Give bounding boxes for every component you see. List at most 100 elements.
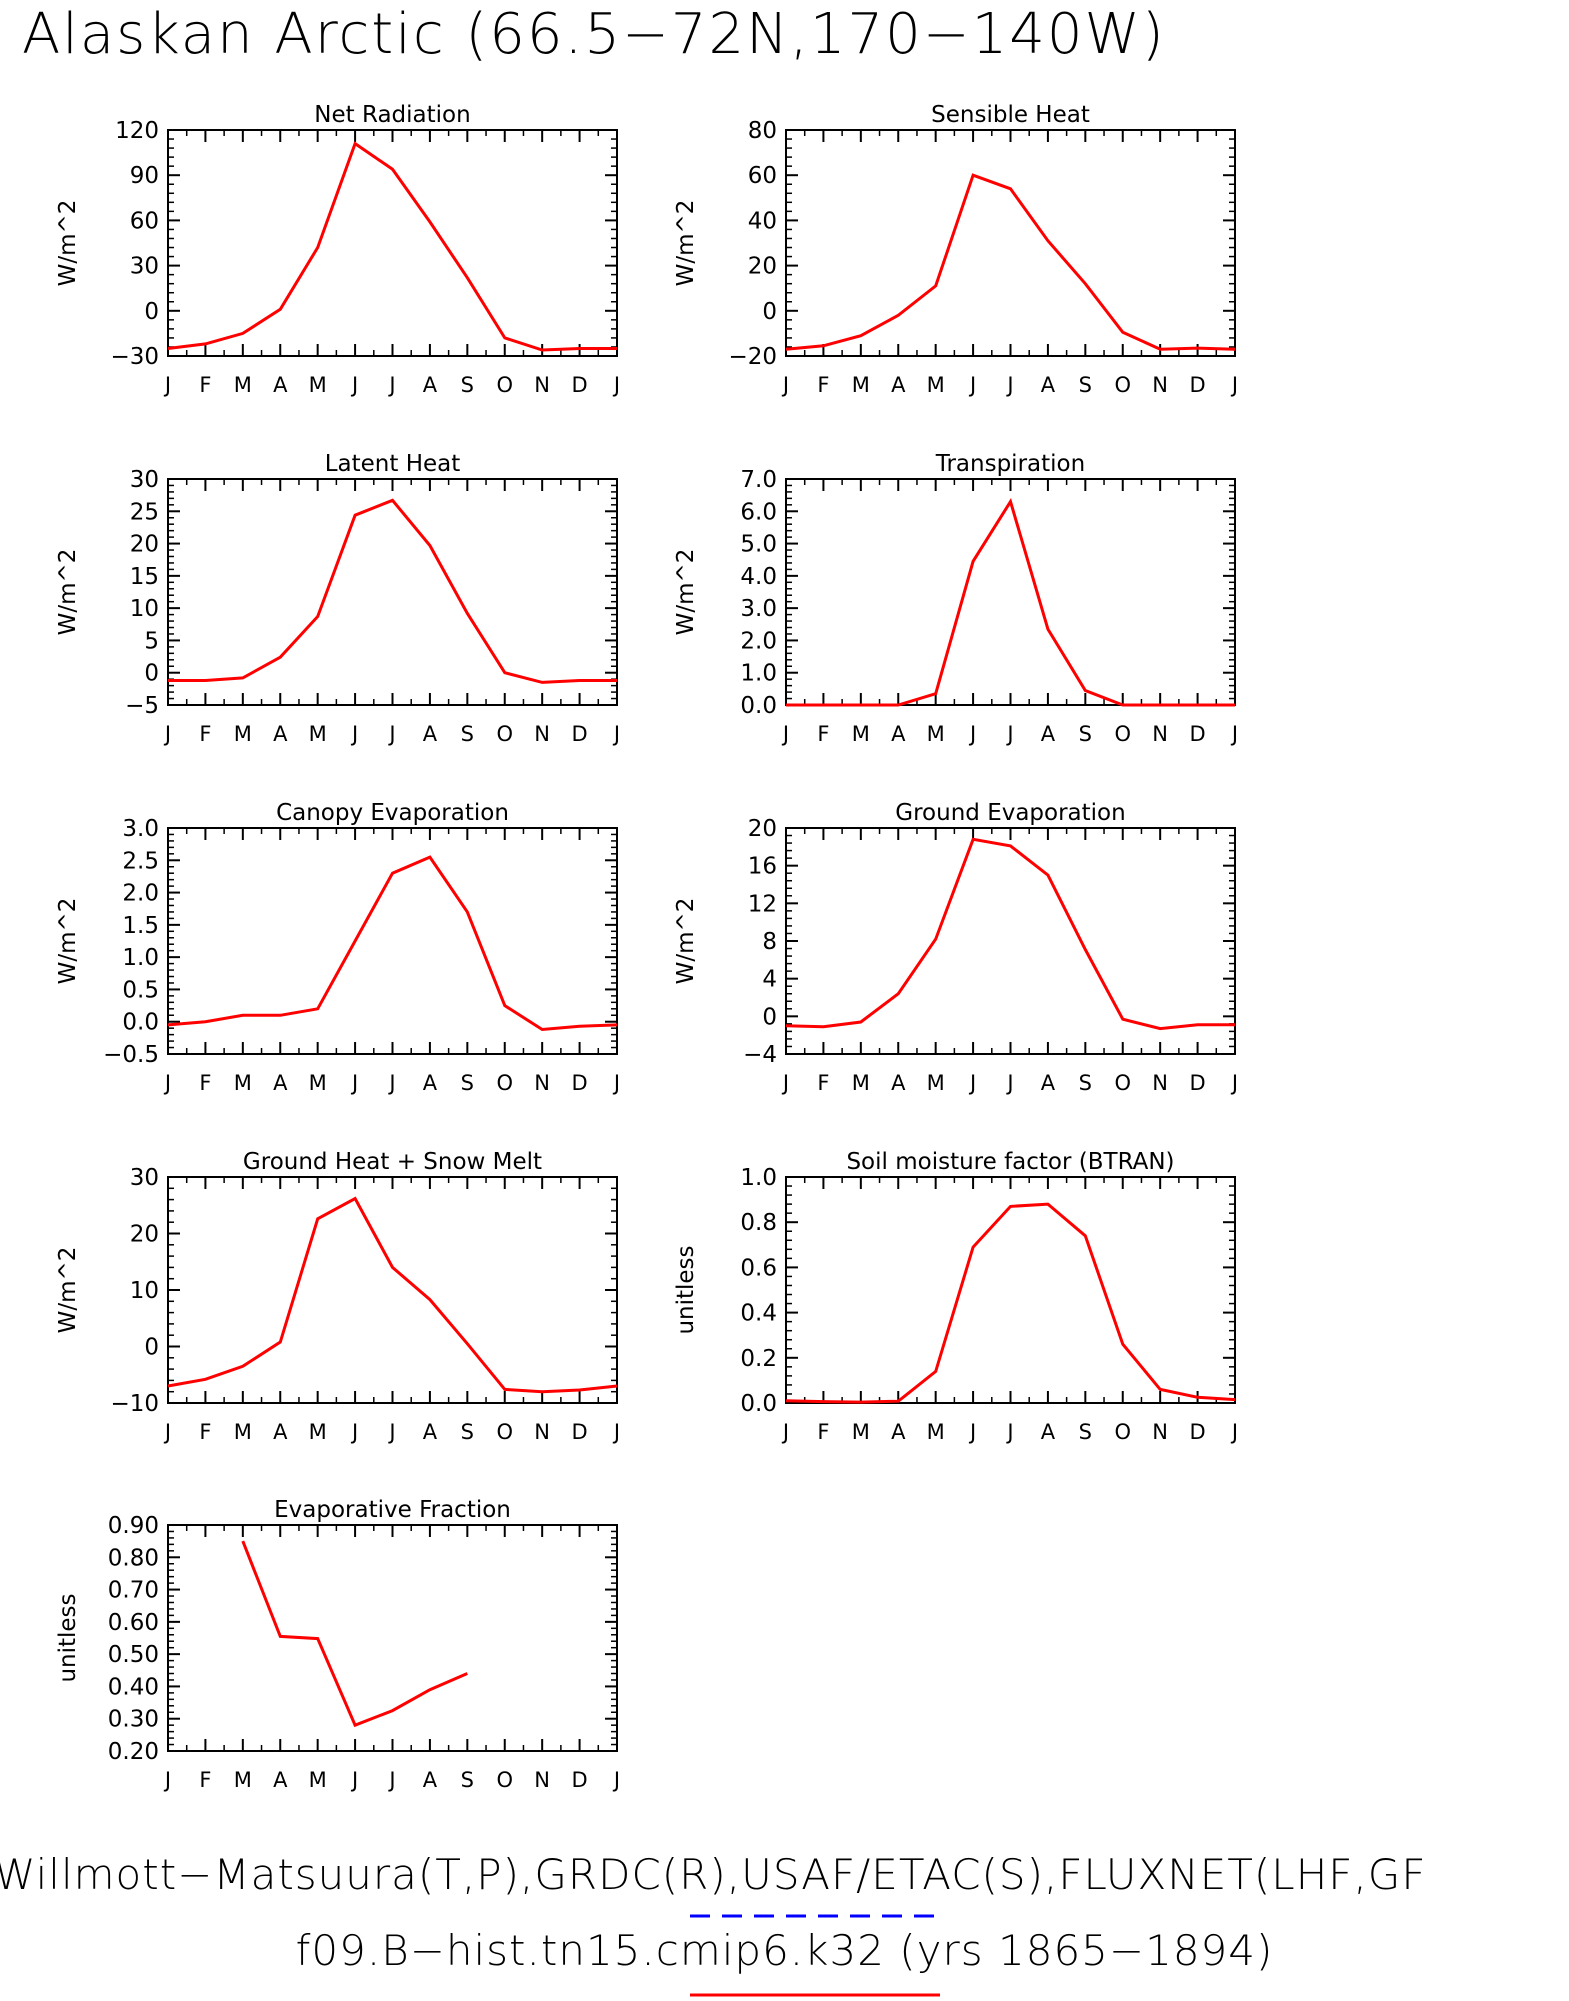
x-tick-label: J <box>612 1768 620 1792</box>
x-tick-label: S <box>1079 1420 1092 1444</box>
y-axis-label: W/m^2 <box>55 1247 81 1334</box>
x-tick-label: F <box>817 373 829 397</box>
series-line <box>241 1540 468 1728</box>
panel-evaporative-fraction: J F M A M J J A S O N D J0.200.300.400.500.600.700.8… <box>55 1497 620 1792</box>
x-tick-label: M <box>927 373 945 397</box>
plot-frame <box>167 827 618 1055</box>
y-axis-label: W/m^2 <box>673 200 699 287</box>
y-tick-label: −5 <box>125 693 159 719</box>
y-tick-label: 0.0 <box>122 1010 159 1036</box>
x-tick-label: N <box>534 373 550 397</box>
x-tick-label: M <box>234 1768 252 1792</box>
x-tick-label: A <box>273 1768 288 1792</box>
x-tick-label: J <box>387 1420 395 1444</box>
x-tick-label: J <box>1005 1071 1013 1095</box>
y-tick-label: 80 <box>748 118 777 144</box>
y-tick-label: 4 <box>762 967 777 993</box>
x-tick-label: J <box>1005 1420 1013 1444</box>
x-tick-label: J <box>163 1420 171 1444</box>
y-tick-label: 0.4 <box>740 1301 777 1327</box>
x-tick-label: J <box>1230 1071 1238 1095</box>
y-tick-label: 30 <box>130 467 159 493</box>
y-tick-label: 30 <box>130 254 159 280</box>
x-tick-label: A <box>1041 1420 1056 1444</box>
x-tick-label: D <box>571 1768 587 1792</box>
x-tick-label: A <box>423 722 438 746</box>
x-tick-label: O <box>496 722 513 746</box>
x-tick-label: N <box>534 1420 550 1444</box>
y-tick-label: 90 <box>130 163 159 189</box>
y-tick-label: −4 <box>743 1042 777 1068</box>
x-tick-label: M <box>234 373 252 397</box>
y-tick-label: 2.5 <box>122 848 159 874</box>
y-tick-label: 10 <box>130 596 159 622</box>
x-tick-label: J <box>781 1420 789 1444</box>
panel-transpiration: J F M A M J J A S O N D J0.01.02.03.04.05.06.07.0Tra… <box>673 451 1238 746</box>
x-tick-label: J <box>1005 722 1013 746</box>
series-line <box>786 497 1235 707</box>
y-tick-label: 40 <box>748 208 777 234</box>
y-tick-label: 4.0 <box>740 564 777 590</box>
x-tick-label: D <box>571 1071 587 1095</box>
x-tick-label: J <box>387 373 395 397</box>
y-tick-label: 20 <box>130 532 159 558</box>
y-tick-label: 6.0 <box>740 499 777 525</box>
y-tick-label: 20 <box>748 816 777 842</box>
series-line <box>168 498 617 684</box>
y-tick-label: −10 <box>110 1391 159 1417</box>
panel-title: Latent Heat <box>325 451 461 477</box>
y-tick-label: 0.0 <box>740 1391 777 1417</box>
y-tick-label: 3.0 <box>122 816 159 842</box>
panel-title: Canopy Evaporation <box>276 800 509 826</box>
x-tick-label: F <box>817 1420 829 1444</box>
x-tick-label: J <box>1230 373 1238 397</box>
x-tick-label: M <box>852 373 870 397</box>
x-tick-label: A <box>891 373 906 397</box>
x-tick-label: J <box>163 1071 171 1095</box>
x-tick-label: M <box>927 1420 945 1444</box>
x-tick-label: S <box>461 1420 474 1444</box>
y-tick-label: 10 <box>130 1278 159 1304</box>
y-tick-label: 20 <box>130 1222 159 1248</box>
panel-title: Sensible Heat <box>931 102 1090 128</box>
y-tick-label: 0.30 <box>108 1707 159 1733</box>
x-tick-label: O <box>1114 1071 1131 1095</box>
panel-title: Soil moisture factor (BTRAN) <box>846 1149 1174 1175</box>
x-tick-label: J <box>163 1768 171 1792</box>
x-tick-label: J <box>163 373 171 397</box>
x-tick-label: N <box>1152 1420 1168 1444</box>
panel-title: Ground Heat + Snow Melt <box>243 1149 542 1175</box>
series-line <box>785 1202 1236 1404</box>
x-tick-label: O <box>1114 722 1131 746</box>
x-tick-label: J <box>350 1768 358 1792</box>
y-tick-label: 0.80 <box>108 1545 159 1571</box>
y-tick-label: 20 <box>748 254 777 280</box>
footer-observations: Willmott−Matsuura(T,P),GRDC(R),USAF/ETAC… <box>0 1850 1427 1899</box>
x-tick-label: M <box>234 1071 252 1095</box>
x-tick-label: M <box>234 1420 252 1444</box>
x-tick-label: J <box>387 1768 395 1792</box>
x-tick-label: A <box>423 1420 438 1444</box>
x-tick-label: J <box>612 373 620 397</box>
plot-frame <box>785 827 1236 1055</box>
y-tick-label: 2.0 <box>740 628 777 654</box>
x-tick-label: S <box>1079 373 1092 397</box>
x-tick-label: S <box>1079 1071 1092 1095</box>
x-tick-label: F <box>817 1071 829 1095</box>
x-tick-label: O <box>496 1420 513 1444</box>
y-tick-label: 0.60 <box>108 1610 159 1636</box>
x-tick-label: F <box>199 722 211 746</box>
x-tick-label: A <box>423 373 438 397</box>
y-axis-label: W/m^2 <box>673 549 699 636</box>
x-tick-label: F <box>199 1768 211 1792</box>
x-tick-label: J <box>968 373 976 397</box>
y-tick-label: 1.0 <box>740 1165 777 1191</box>
x-tick-label: J <box>781 722 789 746</box>
y-tick-label: 0.5 <box>122 977 159 1003</box>
y-tick-label: −30 <box>110 344 159 370</box>
page-title: Alaskan Arctic (66.5−72N,170−140W) <box>22 2 1166 67</box>
y-tick-label: 0.0 <box>740 693 777 719</box>
x-tick-label: A <box>891 1420 906 1444</box>
